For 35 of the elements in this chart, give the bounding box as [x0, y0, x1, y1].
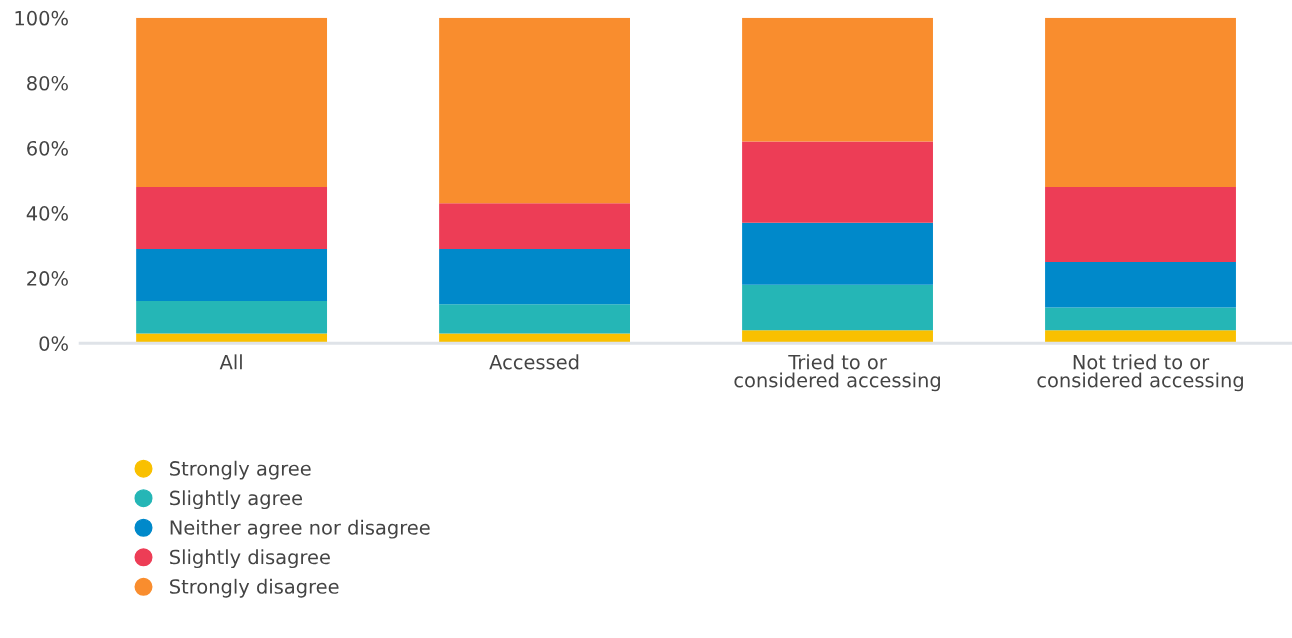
- y-tick-label: 20%: [27, 271, 68, 286]
- bar: [136, 187, 328, 249]
- y-tick-label: 60%: [27, 140, 68, 156]
- bar: [742, 330, 933, 344]
- legend-label: Strongly agree: [170, 460, 311, 480]
- x-tick-label: Tried to or considered accessing: [734, 354, 940, 392]
- x-tick-label: All: [219, 354, 242, 370]
- bar: [439, 17, 630, 204]
- bar: [136, 333, 328, 344]
- bar: [439, 333, 630, 344]
- bar: [439, 304, 630, 334]
- y-tick-label: 100%: [15, 10, 68, 26]
- x-tick-label: Accessed: [489, 354, 579, 370]
- bar: [1045, 261, 1236, 308]
- y-tick-label: 80%: [27, 75, 68, 91]
- bar: [1045, 330, 1236, 344]
- legend-label: Slightly disagree: [170, 549, 330, 569]
- bar: [1045, 187, 1236, 262]
- bar: [439, 203, 630, 249]
- bar: [742, 284, 933, 331]
- bar: [1045, 17, 1236, 188]
- legend-label: Strongly disagree: [170, 578, 339, 598]
- bar: [136, 17, 328, 188]
- y-tick-label: 0%: [39, 336, 68, 351]
- bar: [742, 222, 933, 285]
- bar: [136, 300, 328, 334]
- legend-label: Neither agree nor disagree: [170, 519, 430, 539]
- bar: [439, 248, 630, 305]
- bar: [136, 248, 328, 301]
- bar: [1045, 307, 1236, 331]
- y-tick-label: 40%: [26, 206, 68, 221]
- x-tick-label: Not tried to or considered accessing: [1037, 354, 1243, 392]
- bar: [742, 141, 933, 223]
- legend-label: Slightly agree: [170, 490, 303, 510]
- bar: [742, 17, 933, 142]
